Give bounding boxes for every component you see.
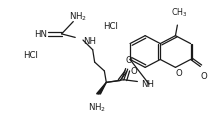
Text: NH$_2$: NH$_2$ <box>69 10 87 22</box>
Text: NH: NH <box>141 79 154 88</box>
Text: HN: HN <box>34 30 47 39</box>
Text: NH$_2$: NH$_2$ <box>88 101 106 113</box>
Text: NH: NH <box>83 36 96 45</box>
Text: CH$_3$: CH$_3$ <box>171 6 188 19</box>
Text: O: O <box>201 71 208 80</box>
Text: O: O <box>176 69 183 78</box>
Text: O: O <box>130 66 137 75</box>
Polygon shape <box>97 83 106 94</box>
Text: O: O <box>125 55 132 64</box>
Text: HCl: HCl <box>103 21 118 30</box>
Text: HCl: HCl <box>23 50 38 59</box>
